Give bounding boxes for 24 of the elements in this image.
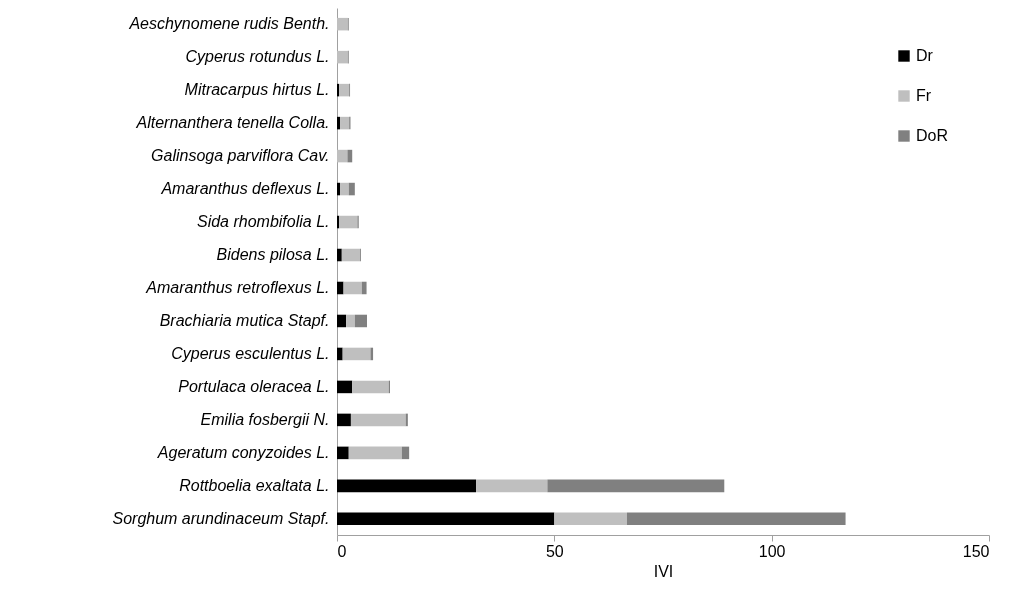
y-tick-label: Amaranthus deflexus L. — [160, 180, 330, 198]
x-axis-title: IVI — [653, 562, 674, 580]
y-tick-label: Aeschynomene rudis Benth. — [128, 15, 330, 33]
y-tick-label: Cyperus rotundus L. — [185, 48, 330, 66]
y-tick-label: Bidens pilosa L. — [216, 246, 330, 264]
legend-label: Dr — [916, 47, 934, 64]
legend-label: DoR — [916, 127, 949, 144]
y-tick-label: Ageratum conyzoides L. — [156, 443, 330, 461]
x-tick-label: 50 — [545, 542, 564, 560]
y-tick-label: Cyperus esculentus L. — [171, 344, 330, 362]
y-tick-label: Emilia fosbergii N. — [200, 410, 330, 428]
y-tick-label: Sorghum arundinaceum Stapf. — [112, 509, 330, 527]
y-tick-label: Sida rhombifolia L. — [196, 213, 330, 231]
x-tick-label: 150 — [962, 542, 990, 560]
y-tick-label: Rottboelia exaltata L. — [179, 476, 330, 494]
y-tick-label: Galinsoga parviflora Cav. — [151, 147, 330, 165]
legend-label: Fr — [916, 87, 932, 104]
y-tick-label: Portulaca oleracea L. — [178, 377, 330, 395]
x-tick-label: 0 — [337, 542, 347, 560]
y-tick-label: Brachiaria mutica Stapf. — [159, 311, 330, 329]
x-tick-label: 100 — [758, 542, 786, 560]
y-tick-label: Mitracarpus hirtus L. — [184, 81, 330, 99]
y-tick-label: Alternanthera tenella Colla. — [135, 114, 330, 132]
y-tick-label: Amaranthus retroflexus L. — [145, 278, 330, 296]
